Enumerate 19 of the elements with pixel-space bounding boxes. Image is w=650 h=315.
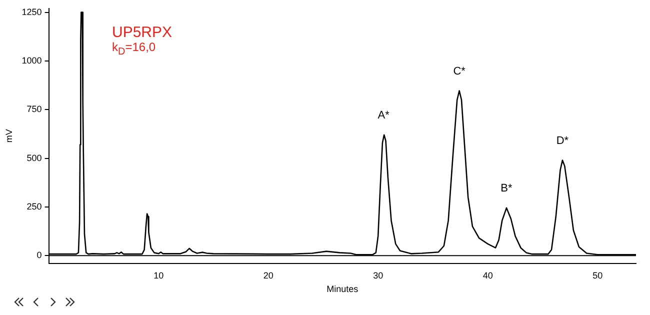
y-tick-label: 250 — [26, 201, 42, 212]
annotation: C* — [453, 65, 466, 78]
x-tick-label: 50 — [592, 270, 603, 280]
y-tick-label: 0 — [36, 250, 42, 260]
y-tick-label: 1000 — [22, 55, 42, 66]
x-axis-title: Minutes — [326, 284, 359, 294]
annotation: A* — [378, 109, 390, 122]
y-tick-label: 1250 — [22, 6, 42, 17]
annotation: UP5RPX — [112, 24, 172, 42]
annotation: D* — [556, 134, 570, 147]
x-tick-label: 10 — [154, 270, 164, 280]
x-tick-label: 30 — [373, 270, 384, 280]
annotation: B* — [500, 182, 514, 194]
annotation: k$_{D}$=16,0 — [112, 40, 157, 58]
y-tick-label: 750 — [26, 104, 42, 114]
x-tick-label: 40 — [482, 270, 493, 280]
x-tick-label: 20 — [263, 270, 274, 280]
y-tick-label: 500 — [26, 152, 42, 163]
y-axis-title: mV — [4, 129, 14, 143]
